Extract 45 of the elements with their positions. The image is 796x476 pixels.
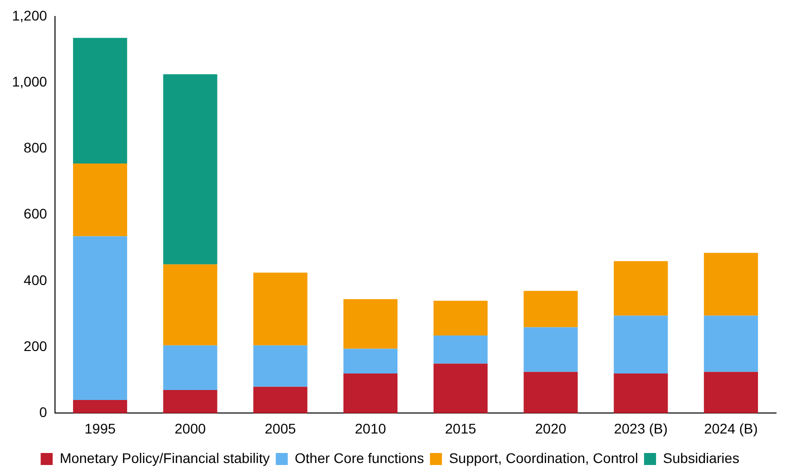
- y-tick-label: 1,000: [12, 73, 48, 90]
- bar: [343, 374, 398, 414]
- bar: [704, 372, 758, 414]
- y-tick-label: 0: [39, 404, 48, 420]
- bar: [704, 252, 758, 316]
- bar: [614, 316, 668, 374]
- x-tick-label: 2023 (B): [614, 420, 668, 436]
- bar: [253, 386, 308, 414]
- y-tick-label: 800: [24, 140, 48, 156]
- legend-label: Subsidiaries: [663, 450, 740, 466]
- bar: [73, 164, 128, 236]
- y-tick-label: 600: [24, 206, 48, 222]
- x-tick-label: 2005: [264, 420, 296, 436]
- bar: [73, 236, 128, 400]
- bar: [73, 400, 128, 414]
- x-tick-label: 2024 (B): [704, 420, 758, 436]
- bar: [73, 38, 128, 164]
- y-tick-label: 400: [24, 272, 48, 288]
- y-tick-label: 1,200: [12, 7, 48, 24]
- bar: [434, 335, 488, 364]
- bar: [343, 299, 398, 349]
- bar: [253, 272, 308, 346]
- bar: [614, 374, 668, 414]
- x-tick-label: 2000: [174, 420, 206, 436]
- bar: [524, 372, 578, 414]
- x-tick-label: 2010: [354, 420, 386, 436]
- bar: [434, 364, 488, 414]
- bar: [163, 345, 218, 390]
- bar: [524, 290, 578, 328]
- legend-label: Other Core functions: [294, 450, 424, 466]
- x-tick-label: 2020: [535, 420, 566, 436]
- bar: [163, 264, 218, 346]
- x-tick-label: 2015: [445, 420, 476, 436]
- y-tick-label: 200: [24, 338, 48, 354]
- legend-label: Support, Coordination, Control: [448, 450, 638, 466]
- bar: [343, 348, 398, 374]
- bar: [704, 316, 758, 372]
- bar: [524, 327, 578, 372]
- bar: [163, 74, 218, 264]
- bar: [253, 345, 308, 387]
- bar: [614, 261, 668, 316]
- bar: [163, 390, 218, 414]
- bar: [434, 300, 488, 336]
- x-tick-label: 1995: [84, 420, 116, 436]
- legend-label: Monetary Policy/Financial stability: [60, 450, 270, 466]
